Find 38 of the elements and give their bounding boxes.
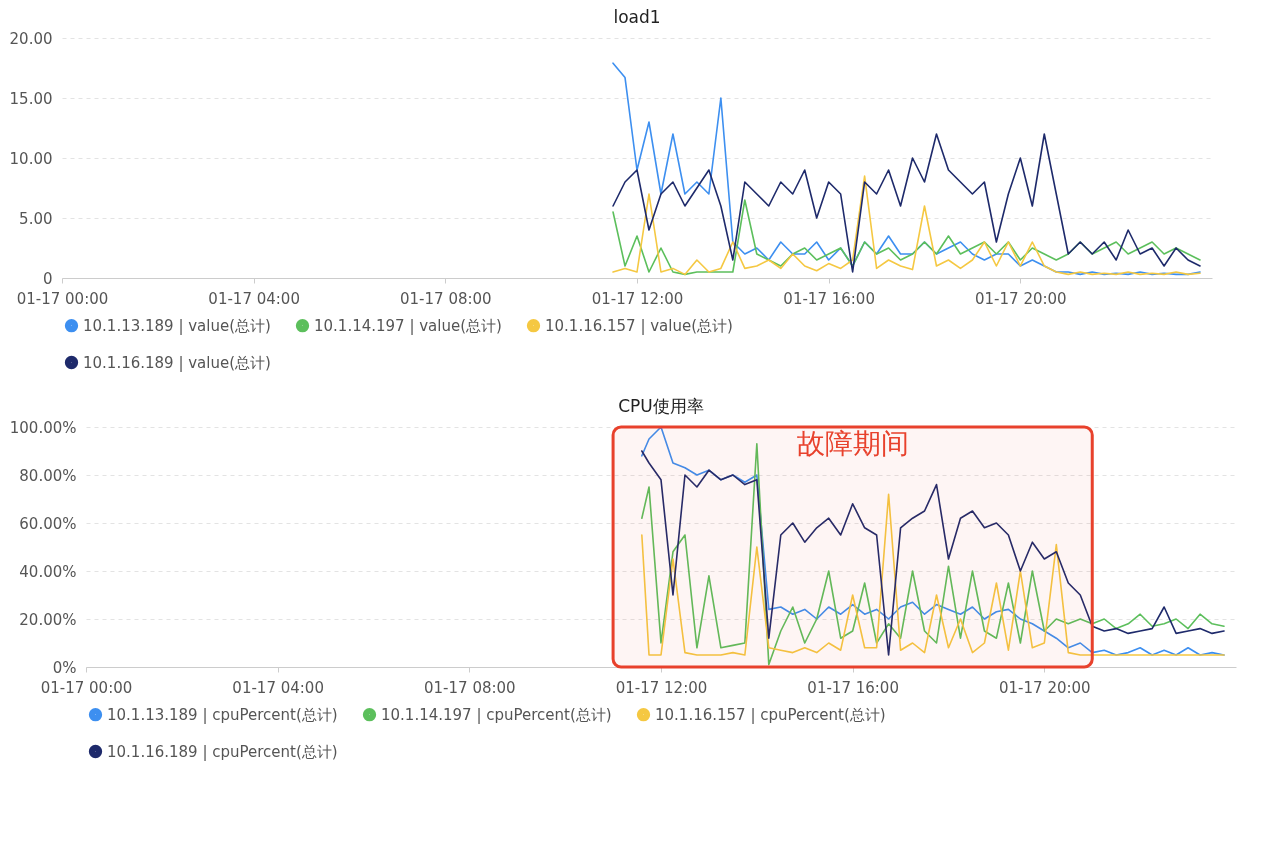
y-tick-label: 0 bbox=[42, 269, 53, 288]
y-tick-label: 20.00% bbox=[19, 610, 77, 629]
legend-label: 10.1.16.157 | value(总计) bbox=[545, 316, 733, 335]
line-series bbox=[612, 175, 1201, 276]
legend-label: 10.1.13.189 | value(总计) bbox=[83, 316, 271, 335]
x-tick-label: 01-17 12:00 bbox=[615, 678, 708, 697]
line-series bbox=[612, 62, 1201, 276]
chart-title: load1 bbox=[613, 7, 661, 27]
y-tick-label: 40.00% bbox=[19, 562, 77, 581]
x-tick-label: 01-17 16:00 bbox=[807, 678, 899, 697]
chart-title: CPU使用率 bbox=[618, 396, 704, 416]
y-tick-label: 100.00% bbox=[9, 418, 77, 437]
x-tick-label: 01-17 08:00 bbox=[400, 289, 492, 308]
band-label: 故障期间 bbox=[796, 427, 909, 460]
y-tick-label: 10.00 bbox=[9, 149, 53, 168]
x-tick-label: 01-17 04:00 bbox=[208, 289, 300, 308]
x-tick-label: 01-17 20:00 bbox=[975, 289, 1067, 308]
y-tick-label: 0% bbox=[52, 658, 77, 677]
x-tick-label: 01-17 00:00 bbox=[40, 678, 133, 697]
line-series bbox=[612, 199, 1201, 276]
legend-label: 10.1.16.189 | cpuPercent(总计) bbox=[107, 742, 338, 761]
x-tick-label: 01-17 12:00 bbox=[591, 289, 684, 308]
legend-label: 10.1.13.189 | cpuPercent(总计) bbox=[107, 705, 338, 724]
y-tick-label: 20.00 bbox=[9, 29, 53, 48]
x-tick-label: 01-17 04:00 bbox=[232, 678, 324, 697]
y-tick-label: 5.00 bbox=[19, 209, 53, 228]
legend-label: 10.1.14.197 | value(总计) bbox=[314, 316, 502, 335]
x-tick-label: 01-17 08:00 bbox=[424, 678, 516, 697]
x-tick-label: 01-17 20:00 bbox=[999, 678, 1091, 697]
x-tick-label: 01-17 00:00 bbox=[16, 289, 109, 308]
y-tick-label: 60.00% bbox=[19, 514, 77, 533]
legend-label: 10.1.14.197 | cpuPercent(总计) bbox=[381, 705, 612, 724]
x-tick-label: 01-17 16:00 bbox=[783, 289, 875, 308]
line-series bbox=[612, 133, 1201, 273]
y-tick-label: 80.00% bbox=[19, 466, 77, 485]
y-tick-label: 15.00 bbox=[9, 89, 53, 108]
legend-label: 10.1.16.157 | cpuPercent(总计) bbox=[655, 705, 886, 724]
legend-label: 10.1.16.189 | value(总计) bbox=[83, 353, 271, 372]
